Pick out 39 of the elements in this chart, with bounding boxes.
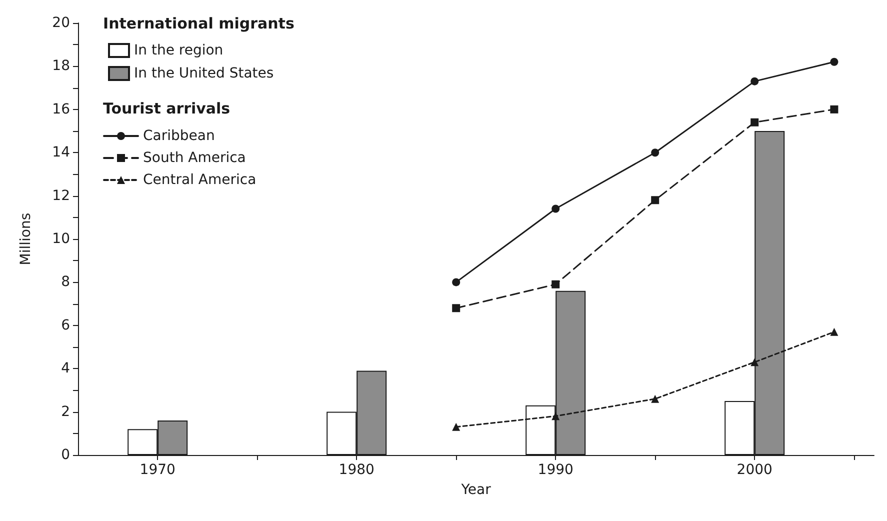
y-tick-label: 8 xyxy=(61,274,70,290)
point xyxy=(452,422,460,431)
point xyxy=(552,204,560,213)
point xyxy=(452,278,460,286)
legend-label: Caribbean xyxy=(143,128,215,144)
point xyxy=(651,196,660,204)
point xyxy=(830,105,838,114)
point xyxy=(552,412,560,420)
point xyxy=(651,148,660,157)
point xyxy=(750,358,759,366)
y-tick-label: 6 xyxy=(61,317,70,334)
x-tick-label: 1970 xyxy=(140,462,176,478)
y-tick-label: 12 xyxy=(52,188,70,204)
point xyxy=(830,58,838,66)
legend-label: In the region xyxy=(134,42,224,58)
legend-label: Central America xyxy=(143,172,256,188)
x-tick-label: 1980 xyxy=(338,462,374,478)
y-axis-title: Millions xyxy=(18,212,34,266)
point xyxy=(750,77,759,86)
y-tick-label: 18 xyxy=(52,58,70,74)
y-tick-label: 16 xyxy=(52,101,70,118)
legend-label: In the United States xyxy=(134,66,274,82)
x-axis-title: Year xyxy=(460,482,492,498)
point xyxy=(750,118,759,126)
x-tick-label: 1990 xyxy=(538,462,574,478)
y-tick-label: 14 xyxy=(52,144,70,161)
point xyxy=(452,304,460,312)
y-tick-label: 20 xyxy=(52,15,70,31)
point xyxy=(552,280,560,288)
y-tick-label: 10 xyxy=(52,231,70,247)
y-tick-label: 0 xyxy=(61,447,70,463)
y-tick-label: 4 xyxy=(61,360,70,377)
point xyxy=(830,328,838,336)
legend-label: South America xyxy=(143,150,246,166)
point xyxy=(651,394,660,403)
legend-title: International migrants xyxy=(103,14,294,32)
y-tick-label: 2 xyxy=(61,404,70,420)
annotation: Tourist arrivals xyxy=(103,100,230,118)
x-tick-label: 2000 xyxy=(736,462,772,478)
